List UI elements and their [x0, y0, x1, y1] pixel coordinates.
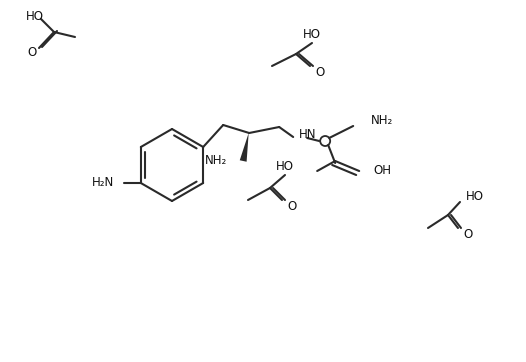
Text: HO: HO — [26, 9, 44, 22]
Text: OH: OH — [373, 164, 391, 177]
Text: HO: HO — [303, 29, 321, 42]
Text: HN: HN — [299, 129, 317, 142]
Text: HO: HO — [466, 190, 484, 203]
Text: O: O — [463, 227, 472, 240]
Text: NH₂: NH₂ — [371, 114, 393, 127]
Text: HO: HO — [276, 160, 294, 173]
Text: O: O — [315, 66, 324, 79]
Text: H₂N: H₂N — [92, 177, 114, 189]
Text: O: O — [27, 46, 37, 59]
Polygon shape — [240, 133, 249, 162]
Text: NH₂: NH₂ — [205, 155, 227, 168]
Text: O: O — [287, 199, 296, 212]
